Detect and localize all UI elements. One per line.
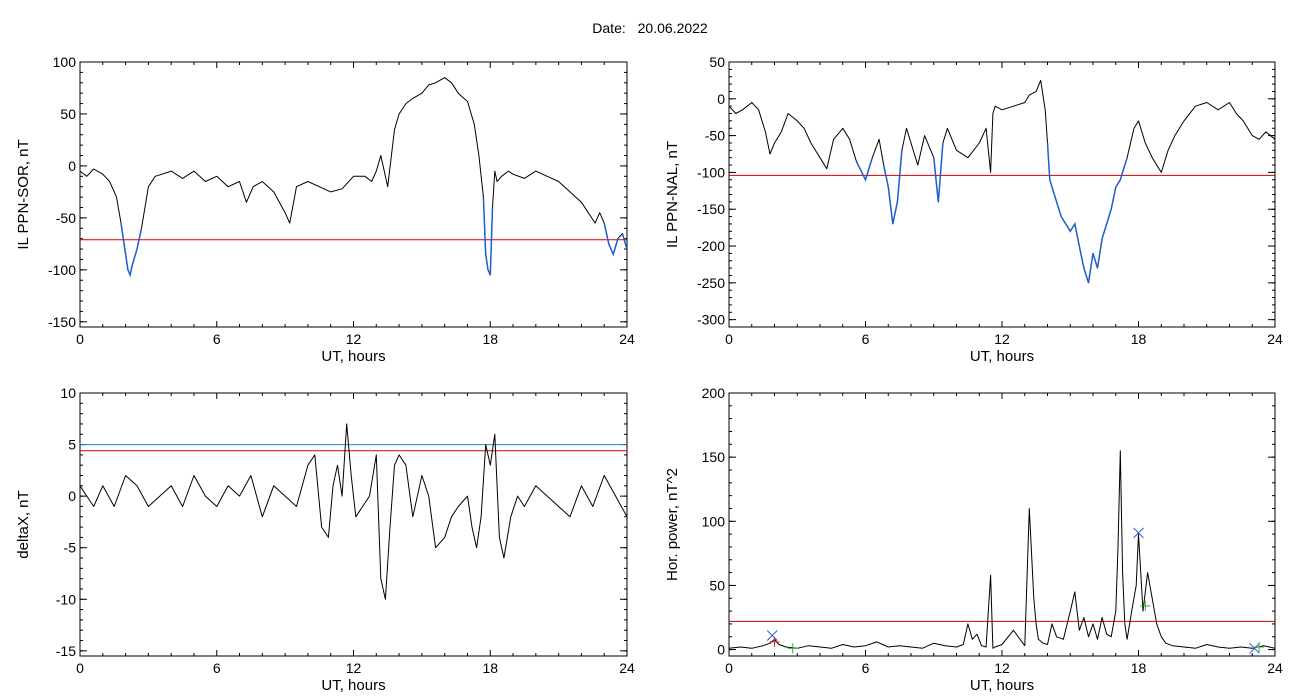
y-tick-label: 0 [68,488,76,504]
marker-blue [766,630,778,641]
y-tick-label: -100 [48,262,76,278]
x-tick-label: 12 [994,660,1010,676]
substorm-segment [603,222,619,257]
x-tick-label: 24 [1267,660,1283,676]
x-tick-label: 24 [619,660,635,676]
y-axis-label: IL PPN-SOR, nT [15,139,32,249]
marker-red [769,636,780,647]
x-tick-label: 12 [994,331,1010,347]
y-tick-label: -10 [56,591,76,607]
y-tick-label: -100 [697,164,725,180]
substorm-segment [933,142,944,202]
substorm-segment [1046,142,1128,284]
y-tick-label: -200 [697,238,725,254]
x-axis-label: UT, hours [970,348,1034,365]
series-line [80,423,627,600]
x-tick-label: 6 [862,660,870,676]
y-tick-label: 0 [717,91,725,107]
marker-blue [1133,527,1144,539]
x-axis-label: UT, hours [321,348,385,365]
marker-green [1254,642,1265,653]
y-tick-label: -5 [64,540,77,556]
substorm-segment [120,222,143,278]
y-tick-label: 200 [702,385,726,401]
substorm-segment [621,233,627,250]
y-tick-label: 50 [60,106,76,122]
x-axis-label: UT, hours [970,677,1034,694]
figure-header: Date: 20.06.2022 [0,20,1300,36]
plot-frame [728,392,1276,657]
y-tick-label: -300 [697,312,725,328]
y-tick-label: -15 [56,643,76,659]
y-tick-label: -50 [56,210,76,226]
marker-green [787,643,798,654]
x-tick-label: 18 [482,660,498,676]
y-tick-label: 50 [709,577,725,593]
y-tick-label: -150 [48,314,76,330]
plot-frame [79,61,628,328]
x-tick-label: 6 [862,331,870,347]
y-axis-label: IL PPN-NAL, nT [664,141,681,248]
series-line [729,79,1275,284]
x-tick-label: 12 [346,331,362,347]
y-axis-label: Hor. power, nT^2 [664,468,681,581]
substorm-segment [482,197,494,276]
series-line [729,450,1275,649]
y-tick-label: 50 [709,54,725,70]
x-axis-label: UT, hours [321,677,385,694]
date-value: 20.06.2022 [637,20,708,36]
x-tick-label: 18 [1131,660,1147,676]
x-tick-label: 18 [482,331,498,347]
marker-blue [1249,642,1260,654]
y-tick-label: -150 [697,201,725,217]
y-tick-label: -50 [705,128,725,144]
chart-panel-sor: 0 6 12 18 24 -150 -100 -50 0 50 100 UT, hours IL PPN… [15,54,635,365]
x-tick-label: 0 [725,660,733,676]
x-tick-label: 24 [619,331,635,347]
y-tick-label: 10 [60,385,76,401]
y-axis-label: deltaX, nT [15,490,32,558]
date-label: Date: [592,20,626,36]
y-tick-label: 0 [68,158,76,174]
plot-frame [79,392,628,657]
x-tick-label: 24 [1267,331,1283,347]
substorm-segment [882,150,903,225]
x-tick-label: 0 [725,331,733,347]
y-tick-label: 150 [702,449,726,465]
chart-panel-nal: 0 6 12 18 24 -300 -250 -200 -150 -100 -50 0 50 UT, ho… [664,54,1283,365]
y-tick-label: 100 [702,513,726,529]
x-tick-label: 6 [213,660,221,676]
plot-frame [728,61,1276,328]
marker-green [1140,600,1151,611]
y-tick-label: 5 [68,437,76,453]
x-tick-label: 0 [76,331,84,347]
x-tick-label: 12 [346,660,362,676]
chart-panel-hpower: 0 6 12 18 24 0 50 100 150 200 UT, hours Hor. power,… [664,385,1283,694]
x-tick-label: 18 [1131,331,1147,347]
x-tick-label: 6 [213,331,221,347]
y-tick-label: 100 [53,54,77,70]
chart-panel-deltax: 0 6 12 18 24 -15 -10 -5 0 5 10 UT, hours deltaX, nT [15,385,635,694]
series-line [80,77,627,276]
substorm-segment [855,157,874,182]
y-tick-label: -250 [697,275,725,291]
y-tick-label: 0 [717,642,725,658]
x-tick-label: 0 [76,660,84,676]
